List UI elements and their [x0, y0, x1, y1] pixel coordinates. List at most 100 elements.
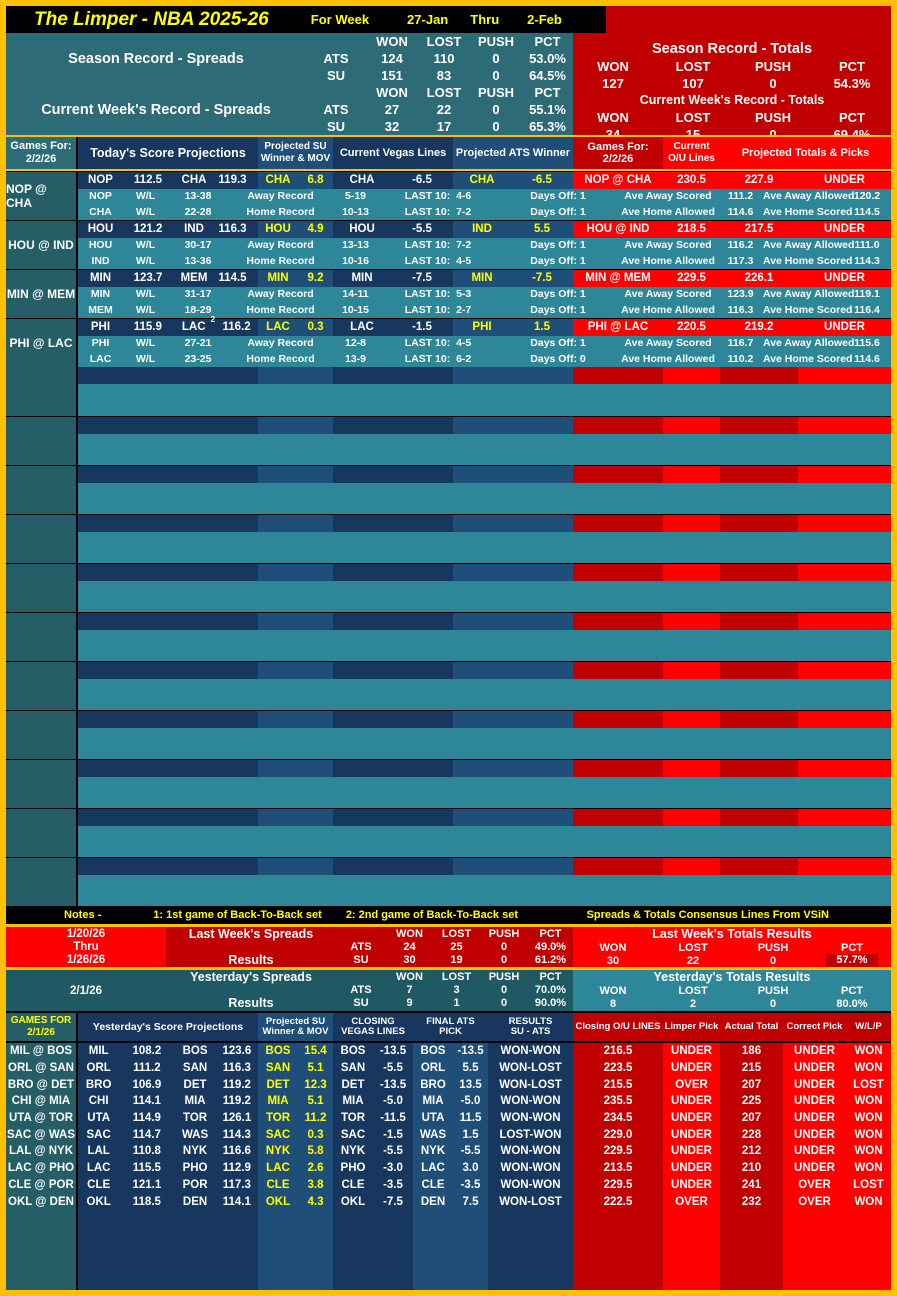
correct-pick: OVER	[783, 1176, 846, 1194]
actual-total: 241	[720, 1176, 783, 1194]
correct-pick: UNDER	[783, 1059, 846, 1077]
limper-pick: UNDER	[663, 1043, 720, 1060]
limper-pick-header: Limper Pick	[663, 1013, 720, 1041]
matchup-label: LAL @ NYK	[6, 1143, 78, 1160]
final-ats-team: WAS	[419, 1128, 447, 1141]
row-label: SU	[326, 119, 346, 134]
wlp-result: WON	[846, 1093, 891, 1110]
wl-label: W/L	[135, 353, 156, 366]
home-team: NYK	[182, 1145, 208, 1158]
su-winner-team: BOS	[265, 1045, 291, 1058]
actual-total: 207	[720, 1076, 783, 1094]
actual-total: 225	[720, 1093, 783, 1110]
col-header-pct: PCT	[839, 110, 865, 125]
vegas-favorite: MIN	[351, 272, 373, 285]
last-week-results-title: Results	[228, 953, 274, 968]
closing-vegas-team: MIA	[342, 1095, 364, 1108]
away-detail-row: PHI W/L 27-21 Away Record 12-8 LAST 10: …	[78, 335, 891, 352]
home-projected-score: 119.2	[222, 1078, 251, 1091]
home-projected-score: 116.6	[222, 1145, 251, 1158]
matchup-label: MIN @ MEM	[6, 270, 78, 318]
col-header-won: WON	[597, 110, 629, 125]
home-team: MIA	[184, 1095, 206, 1108]
ave-away-allowed: 111.0	[854, 239, 880, 252]
su-winner-header: Projected SU Winner & MOV	[258, 1013, 333, 1041]
wlp-result: WON	[846, 1143, 891, 1160]
su-winner-team: NYK	[265, 1145, 291, 1158]
away-projected-score: 115.9	[133, 321, 162, 334]
vegas-favorite: HOU	[349, 223, 375, 236]
value: 110	[433, 51, 455, 66]
away-days-off: Days Off: 1	[530, 288, 586, 301]
result-row: BRO @ DET BRO 106.9 DET 119.2 DET 12.3 D…	[6, 1076, 891, 1094]
away-team: LAC	[86, 1162, 111, 1175]
away-record-label: Away Record	[247, 337, 314, 350]
su-winner-team: SAC	[265, 1128, 291, 1141]
totals-picks-header: Projected Totals & Picks	[720, 137, 891, 169]
su-ats-result: WON-WON	[488, 1109, 573, 1127]
col-header-pct: PCT	[534, 34, 561, 49]
away-record-label: Away Record	[247, 239, 314, 252]
projected-total: 227.9	[720, 172, 798, 189]
ave-away-allowed: 115.6	[854, 337, 880, 350]
season-spreads-title: Season Record - Spreads	[68, 50, 244, 67]
for-week-label: For Week	[310, 12, 370, 27]
su-winner-mov: 12.3	[304, 1078, 327, 1091]
value: 83	[436, 68, 452, 83]
away-projected-score: 108.2	[132, 1045, 162, 1058]
matchup-label: BRO @ DET	[6, 1076, 78, 1094]
home-record-label: Home Record	[246, 206, 315, 219]
away-wl: 13-38	[184, 190, 212, 203]
su-winner-team: OKL	[265, 1195, 291, 1208]
ave-home-scored: 114.5	[854, 206, 880, 219]
result-row: UTA @ TOR UTA 114.9 TOR 126.1 TOR 11.2 T…	[6, 1109, 891, 1127]
yesterday-results-title: Results	[228, 996, 274, 1011]
value: 0	[492, 102, 500, 117]
col-header-lost: LOST	[426, 34, 462, 49]
closing-vegas-team: BOS	[340, 1045, 366, 1058]
vegas-line: -7.5	[412, 272, 432, 285]
value: 0	[492, 119, 500, 134]
empty-game-block	[6, 416, 891, 465]
home-last10: LAST 10: 4-5	[404, 255, 472, 268]
game-block: MIN @ MEM MIN 123.7 MEM 114.5 MIN 9.2	[6, 269, 891, 318]
away-projected-score: 114.1	[132, 1095, 161, 1108]
closing-vegas-line: -5.0	[383, 1095, 403, 1108]
home-projected-score: 123.6	[222, 1045, 252, 1058]
home-record: 13-9	[344, 353, 366, 366]
closing-vegas-line: -5.5	[383, 1062, 403, 1075]
su-winner-mov: 11.2	[304, 1112, 327, 1125]
away-record-label: Away Record	[247, 288, 314, 301]
value: 65.3%	[529, 119, 566, 134]
correct-pick: UNDER	[783, 1043, 846, 1060]
ave-away-allowed-label: Ave Away Allowed	[763, 190, 855, 203]
closing-vegas-team: DET	[341, 1078, 365, 1091]
wl-label: W/L	[135, 239, 156, 252]
away-team: MIN	[90, 288, 111, 301]
closing-ou-line: 222.5	[573, 1193, 663, 1210]
su-ats-result: WON-WON	[488, 1093, 573, 1110]
value: 17	[436, 119, 452, 134]
away-team: PHI	[90, 321, 111, 334]
final-ats-team: BOS	[420, 1045, 446, 1058]
correct-pick: UNDER	[783, 1093, 846, 1110]
value: 53.0%	[529, 51, 566, 66]
vegas-favorite: CHA	[349, 174, 375, 187]
final-ats-team: CLE	[421, 1178, 445, 1191]
title-bar: The Limper - NBA 2025-26 For Week 27-Jan…	[6, 6, 891, 33]
home-last10: LAST 10: 6-2	[404, 353, 472, 366]
limper-pick: UNDER	[663, 1159, 720, 1177]
su-winner-team: CLE	[266, 1178, 290, 1191]
total-pick: UNDER	[798, 172, 891, 189]
closing-ou-line: 229.5	[573, 1143, 663, 1160]
week-end-date: 2-Feb	[527, 12, 562, 27]
away-team: PHI	[91, 337, 110, 350]
home-team: POR	[182, 1178, 208, 1191]
matchup-label: PHI @ LAC	[6, 319, 78, 367]
closing-vegas-line: -1.5	[383, 1128, 403, 1141]
home-team: DET	[183, 1078, 207, 1091]
su-ats-result: WON-LOST	[488, 1076, 573, 1094]
matchup-label: LAC @ PHO	[6, 1159, 78, 1177]
ats-winner-team: MIN	[471, 272, 493, 285]
total-pick: UNDER	[798, 319, 891, 336]
